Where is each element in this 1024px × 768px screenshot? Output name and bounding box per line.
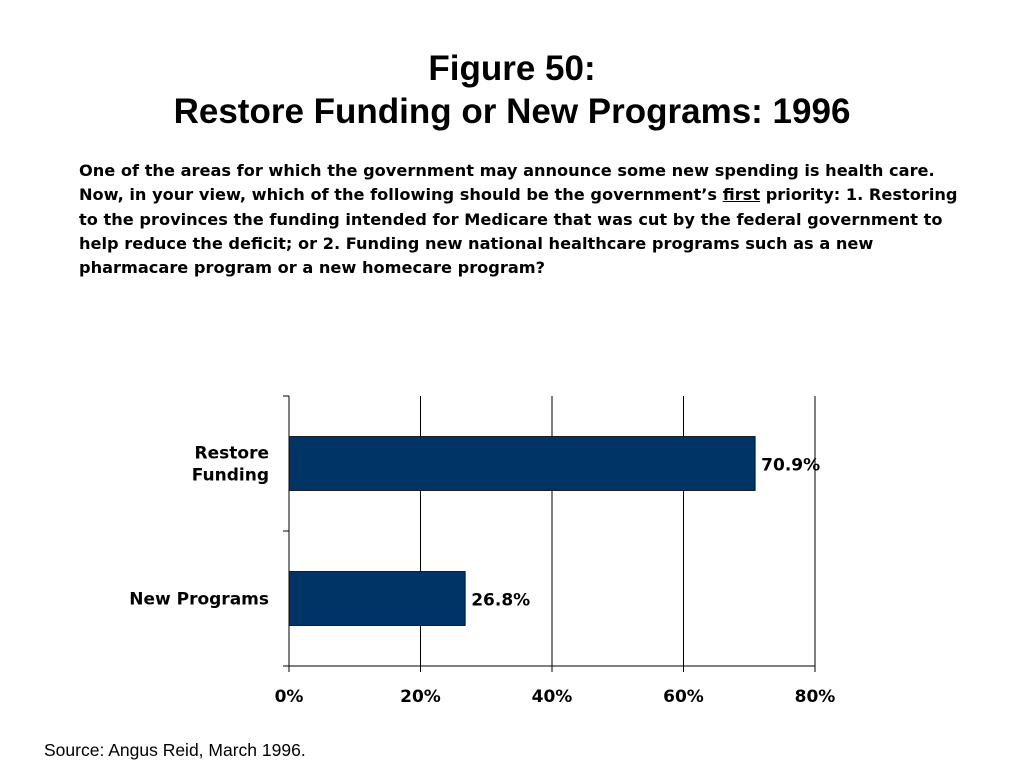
chart-title: Figure 50: Restore Funding or New Progra…	[0, 47, 1024, 133]
data-label: 70.9%	[761, 456, 820, 476]
question-text-before: One of the areas for which the governmen…	[79, 161, 935, 205]
title-line-1: Figure 50:	[428, 49, 596, 88]
question-text-after: priority: 1. Restoring to the provinces …	[79, 185, 958, 278]
bar	[288, 436, 756, 491]
x-tick-label: 20%	[400, 687, 441, 707]
x-tick-label: 0%	[275, 687, 304, 707]
category-label: Restore Funding	[192, 444, 269, 486]
question-emphasis: first	[722, 185, 761, 205]
x-tick-label: 60%	[663, 687, 704, 707]
category-label: New Programs	[129, 590, 269, 610]
x-tick-label: 40%	[532, 687, 573, 707]
bar	[288, 571, 466, 626]
source-note: Source: Angus Reid, March 1996.	[44, 740, 306, 760]
title-line-2: Restore Funding or New Programs: 1996	[173, 92, 851, 131]
x-tick-label: 80%	[795, 687, 836, 707]
data-label: 26.8%	[471, 591, 530, 611]
survey-question: One of the areas for which the governmen…	[79, 159, 979, 280]
